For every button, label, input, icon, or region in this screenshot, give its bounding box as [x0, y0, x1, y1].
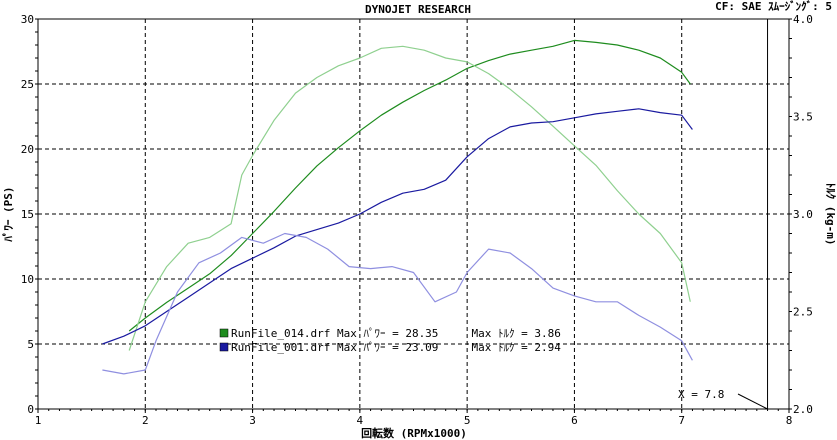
y-tick-label-right: 3.0: [793, 208, 813, 221]
header-settings: CF: SAE ｽﾑｰｼﾞﾝｸﾞ: 5: [715, 0, 832, 13]
series-line-3: [102, 232, 693, 375]
y-tick-label-left: 25: [21, 78, 34, 91]
x-tick-label: 6: [571, 414, 578, 427]
grid-lines: [38, 19, 789, 409]
x-tick-label: 3: [249, 414, 256, 427]
x-tick-label: 2: [142, 414, 149, 427]
chart-title: DYNOJET RESEARCH: [365, 3, 471, 16]
legend-swatch-runfile-014: [219, 328, 229, 338]
x-tick-label: 5: [464, 414, 471, 427]
y-tick-label-right: 2.5: [793, 306, 813, 319]
y-tick-label-left: 0: [27, 403, 34, 416]
series-line-1: [128, 45, 691, 351]
y-tick-label-right: 3.5: [793, 111, 813, 124]
cursor-arrow: [737, 393, 768, 410]
x-tick-label: 4: [357, 414, 364, 427]
y-axis-label-right: ﾄﾙｸ (kg-m): [824, 183, 837, 246]
y-axis-label-left: ﾊﾟﾜｰ (PS): [1, 186, 15, 242]
legend: RunFile_014.drf Max ﾊﾟﾜｰ = 28.35 Max ﾄﾙｸ…: [219, 327, 561, 354]
y-tick-label-left: 5: [27, 338, 34, 351]
cursor-label: X = 7.8: [678, 388, 724, 401]
legend-entry-runfile-014: RunFile_014.drf Max ﾊﾟﾜｰ = 28.35 Max ﾄﾙｸ…: [231, 327, 561, 340]
x-axis-label: 回転数 (RPMx1000): [361, 426, 467, 440]
legend-entry-runfile-001: RunFile_001.drf Max ﾊﾟﾜｰ = 23.09 Max ﾄﾙｸ…: [231, 341, 561, 354]
x-tick-label: 1: [35, 414, 42, 427]
y-tick-label-left: 10: [21, 273, 34, 286]
x-tick-label: 8: [786, 414, 793, 427]
y-tick-label-right: 2.0: [793, 403, 813, 416]
y-tick-label-left: 30: [21, 13, 34, 26]
axis-ticks: 1 2 3 4 5 6 7 8 0 5 10 15 20 25 30 2.0 2.5 3.0 3.5 4.0: [21, 13, 813, 427]
series-line-0: [128, 39, 691, 332]
y-tick-label-right: 4.0: [793, 13, 813, 26]
series-lines: [102, 39, 693, 375]
legend-swatch-runfile-001: [219, 342, 229, 352]
x-tick-label: 7: [678, 414, 685, 427]
series-line-2: [102, 108, 693, 345]
y-tick-label-left: 20: [21, 143, 34, 156]
y-tick-label-left: 15: [21, 208, 34, 221]
